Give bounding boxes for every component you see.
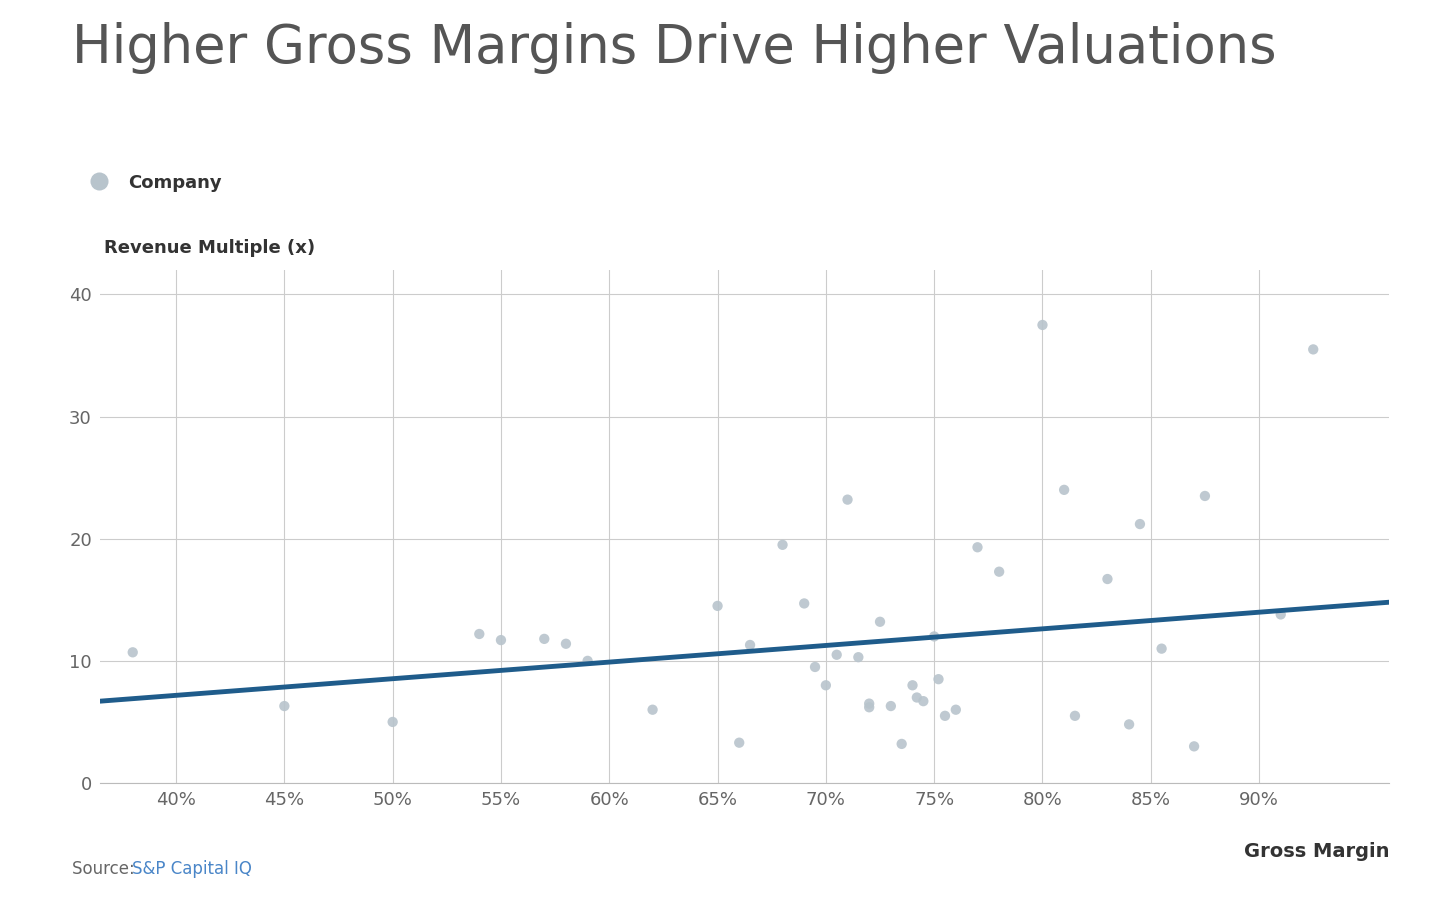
Point <box>1031 318 1054 332</box>
Point <box>1095 572 1118 586</box>
Point <box>869 615 892 629</box>
Point <box>967 540 990 554</box>
Point <box>901 678 924 692</box>
Point <box>803 660 826 674</box>
Point <box>879 698 902 713</box>
Point <box>836 492 859 507</box>
Point <box>381 715 404 729</box>
Text: S&P Capital IQ: S&P Capital IQ <box>132 860 252 878</box>
Text: Source:: Source: <box>72 860 139 878</box>
Point <box>727 735 750 750</box>
Point <box>1269 608 1292 622</box>
Point <box>944 703 967 717</box>
Point <box>490 633 513 647</box>
Point <box>858 700 881 715</box>
Point <box>468 626 491 641</box>
Point <box>1064 708 1087 723</box>
Point <box>770 537 793 552</box>
Point <box>1302 342 1325 356</box>
Point <box>815 678 838 692</box>
Point <box>122 645 145 660</box>
Point <box>642 703 664 717</box>
Point <box>1183 739 1206 753</box>
Point <box>533 632 556 646</box>
Point <box>922 629 945 643</box>
Point <box>793 597 816 611</box>
Point <box>1150 642 1173 656</box>
Text: Higher Gross Margins Drive Higher Valuations: Higher Gross Margins Drive Higher Valuat… <box>72 22 1276 75</box>
Text: Revenue Multiple (x): Revenue Multiple (x) <box>105 239 315 257</box>
Point <box>1193 489 1216 503</box>
Point <box>1117 717 1140 732</box>
Point <box>934 708 957 723</box>
Point <box>927 672 949 687</box>
Point <box>988 564 1011 579</box>
Point <box>825 648 848 662</box>
Point <box>891 737 914 751</box>
Point <box>912 694 935 708</box>
Point <box>739 638 762 652</box>
Point <box>706 598 729 613</box>
Point <box>1128 517 1151 531</box>
Point <box>905 690 928 705</box>
Point <box>274 698 296 713</box>
Point <box>858 697 881 711</box>
Legend: Company: Company <box>73 166 229 199</box>
Text: Gross Margin: Gross Margin <box>1243 842 1389 861</box>
Point <box>554 636 577 651</box>
Point <box>576 653 599 668</box>
Point <box>1053 482 1075 497</box>
Point <box>846 650 869 664</box>
